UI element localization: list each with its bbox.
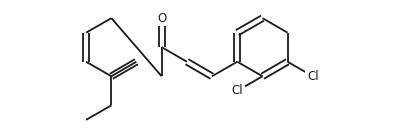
Text: Cl: Cl	[307, 70, 319, 83]
Text: O: O	[157, 12, 166, 25]
Text: Cl: Cl	[231, 84, 243, 97]
